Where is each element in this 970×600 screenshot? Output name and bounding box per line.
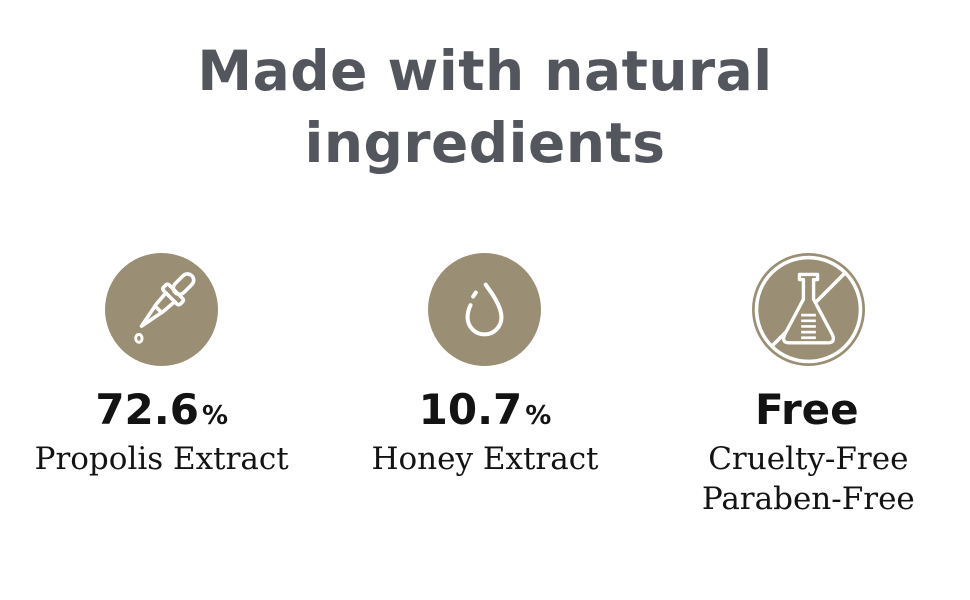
title-line-2: ingredients bbox=[304, 110, 666, 175]
percent-sign: % bbox=[201, 401, 229, 431]
icon-badge bbox=[105, 253, 219, 366]
icon-badge bbox=[428, 253, 542, 366]
icon-badge bbox=[751, 253, 865, 366]
label-line: Propolis Extract bbox=[34, 441, 289, 478]
stat-value-row: 10.7 % bbox=[418, 385, 552, 434]
free-label: Cruelty-Free Paraben-Free bbox=[702, 439, 915, 520]
water-drop-icon bbox=[466, 282, 504, 337]
ingredient-column-free: Free Cruelty-Free Paraben-Free bbox=[647, 253, 970, 520]
honey-label: Honey Extract bbox=[371, 439, 598, 479]
title-line-1: Made with natural bbox=[197, 39, 773, 103]
ingredient-column-propolis: 72.6 % Propolis Extract bbox=[0, 253, 323, 520]
percent-sign: % bbox=[525, 401, 552, 431]
page-title: Made with natural ingredients bbox=[0, 0, 970, 179]
label-line: Cruelty-Free bbox=[708, 441, 909, 478]
free-value: Free bbox=[754, 385, 859, 434]
propolis-label: Propolis Extract bbox=[35, 439, 289, 479]
stat-value-row: Free bbox=[754, 385, 862, 434]
propolis-percent-value: 72.6 bbox=[95, 385, 199, 434]
ingredient-column-honey: 10.7 % Honey Extract bbox=[323, 253, 646, 520]
label-line: Honey Extract bbox=[371, 441, 599, 478]
honey-percent-value: 10.7 bbox=[418, 385, 523, 434]
stat-value-row: 72.6 % bbox=[95, 385, 229, 434]
ingredient-columns: 72.6 % Propolis Extract 10.7 % bbox=[0, 253, 970, 520]
no-chemicals-flask-icon bbox=[754, 255, 863, 364]
label-line: Paraben-Free bbox=[701, 481, 915, 518]
dropper-icon bbox=[134, 272, 196, 344]
